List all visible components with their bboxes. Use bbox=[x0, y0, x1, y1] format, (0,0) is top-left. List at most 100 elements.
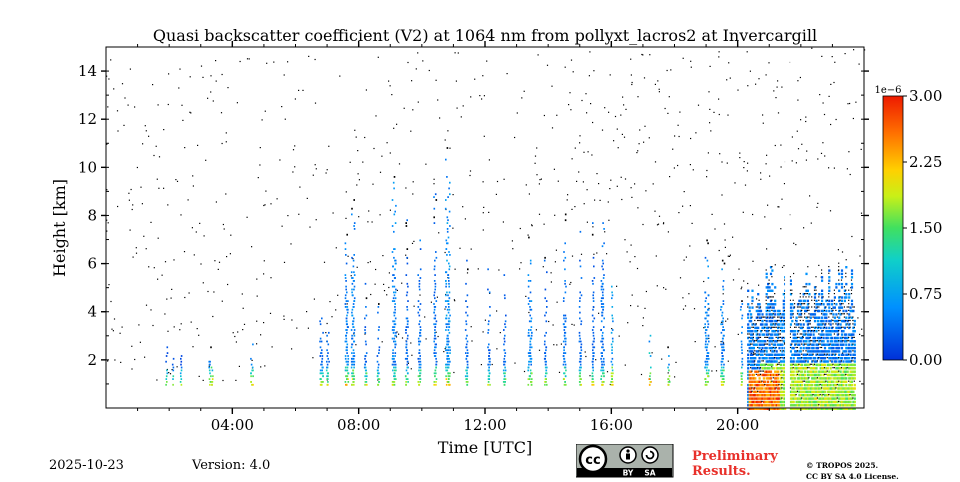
noise-dot bbox=[413, 305, 415, 307]
noise-dot bbox=[110, 59, 112, 61]
y-tick-label: 4 bbox=[87, 303, 97, 321]
noise-dot bbox=[239, 60, 241, 63]
noise-dot bbox=[482, 75, 484, 77]
x-axis: 04:00 08:00 12:00 16:00 20:00 bbox=[137, 41, 833, 434]
noise-dot bbox=[329, 301, 331, 303]
noise-dot bbox=[801, 143, 803, 145]
noise-dot bbox=[145, 248, 147, 250]
noise-dot bbox=[714, 228, 716, 230]
noise-dot bbox=[145, 130, 147, 132]
noise-dot bbox=[381, 155, 383, 157]
noise-dot bbox=[743, 161, 745, 163]
noise-dot bbox=[142, 143, 144, 145]
noise-dot bbox=[589, 51, 591, 53]
noise-dot bbox=[703, 280, 705, 283]
noise-dot bbox=[477, 268, 479, 270]
noise-dot bbox=[542, 266, 544, 268]
noise-dot bbox=[689, 245, 691, 247]
noise-dot bbox=[781, 198, 783, 200]
noise-dot bbox=[156, 379, 158, 381]
noise-dot bbox=[624, 178, 627, 180]
noise-dot bbox=[743, 280, 745, 282]
noise-dot bbox=[543, 114, 545, 117]
noise-dot bbox=[727, 360, 729, 362]
noise-dot bbox=[583, 203, 585, 205]
noise-dot bbox=[758, 284, 760, 286]
noise-dot bbox=[769, 175, 771, 177]
noise-dot bbox=[697, 104, 700, 106]
noise-dot bbox=[412, 181, 414, 183]
noise-dot bbox=[405, 254, 407, 256]
noise-dot bbox=[337, 294, 339, 296]
noise-dot bbox=[225, 141, 227, 143]
date-label: 2025-10-23 bbox=[49, 458, 124, 473]
noise-dot bbox=[576, 180, 578, 182]
cloud-plume bbox=[704, 239, 710, 386]
noise-dot bbox=[455, 80, 457, 82]
noise-dot bbox=[556, 301, 558, 303]
noise-dot bbox=[264, 204, 266, 206]
noise-dot bbox=[121, 326, 123, 328]
cloud-plume bbox=[404, 219, 409, 386]
noise-dot bbox=[678, 212, 680, 214]
noise-dot bbox=[379, 171, 382, 173]
noise-dot bbox=[113, 318, 116, 320]
noise-dot bbox=[208, 365, 210, 367]
noise-dot bbox=[403, 107, 405, 109]
noise-dot bbox=[738, 268, 740, 270]
noise-dot bbox=[307, 327, 309, 329]
noise-dot bbox=[765, 74, 767, 76]
noise-dot bbox=[740, 288, 742, 290]
noise-dot bbox=[859, 333, 861, 335]
noise-dot bbox=[570, 109, 572, 111]
noise-dot bbox=[132, 256, 134, 258]
noise-dot bbox=[720, 341, 722, 343]
noise-dot bbox=[556, 344, 558, 346]
noise-dot bbox=[747, 162, 749, 164]
noise-dot bbox=[106, 143, 108, 145]
noise-dot bbox=[708, 337, 710, 339]
noise-dot bbox=[848, 151, 850, 153]
noise-dot bbox=[469, 174, 471, 177]
noise-dot bbox=[134, 106, 136, 108]
noise-dot bbox=[483, 206, 485, 208]
preliminary-line1: Preliminary bbox=[692, 449, 778, 464]
noise-dot bbox=[175, 179, 177, 181]
cloud-plume bbox=[376, 303, 381, 386]
noise-dot bbox=[199, 222, 201, 224]
noise-dot bbox=[774, 264, 776, 266]
noise-dot bbox=[718, 51, 720, 53]
noise-dot bbox=[117, 130, 119, 132]
noise-dot bbox=[145, 304, 148, 306]
colorbar-ticks: 0.00 0.75 1.50 2.25 3.00 bbox=[903, 87, 942, 369]
copyright-notice: © TROPOS 2025. CC BY SA 4.0 License. bbox=[806, 460, 899, 482]
noise-dot bbox=[760, 349, 763, 351]
cloud-plume bbox=[487, 268, 491, 386]
noise-dot bbox=[131, 208, 133, 211]
noise-dot bbox=[158, 156, 161, 158]
noise-dot bbox=[372, 183, 374, 185]
noise-dot bbox=[841, 352, 844, 354]
noise-dot bbox=[658, 88, 660, 90]
noise-dot bbox=[694, 341, 696, 343]
copyright-line1: © TROPOS 2025. bbox=[806, 461, 879, 470]
noise-dot bbox=[193, 254, 195, 256]
noise-dot bbox=[221, 300, 223, 302]
noise-dot bbox=[580, 253, 583, 255]
noise-dot bbox=[537, 54, 539, 56]
noise-dot bbox=[609, 188, 611, 190]
noise-dot bbox=[846, 168, 848, 170]
noise-dot bbox=[263, 273, 265, 275]
noise-dot bbox=[430, 301, 432, 303]
noise-dot bbox=[588, 75, 590, 77]
noise-dot bbox=[437, 335, 439, 338]
noise-dot bbox=[756, 339, 758, 341]
noise-dot bbox=[847, 103, 849, 105]
noise-dot bbox=[624, 239, 626, 241]
noise-dot bbox=[536, 147, 538, 149]
noise-dot bbox=[481, 98, 483, 100]
noise-dot bbox=[636, 152, 638, 154]
noise-dot bbox=[642, 325, 644, 327]
cc-license-badge[interactable]: cc BY SA bbox=[576, 444, 674, 478]
noise-dot bbox=[237, 331, 239, 333]
